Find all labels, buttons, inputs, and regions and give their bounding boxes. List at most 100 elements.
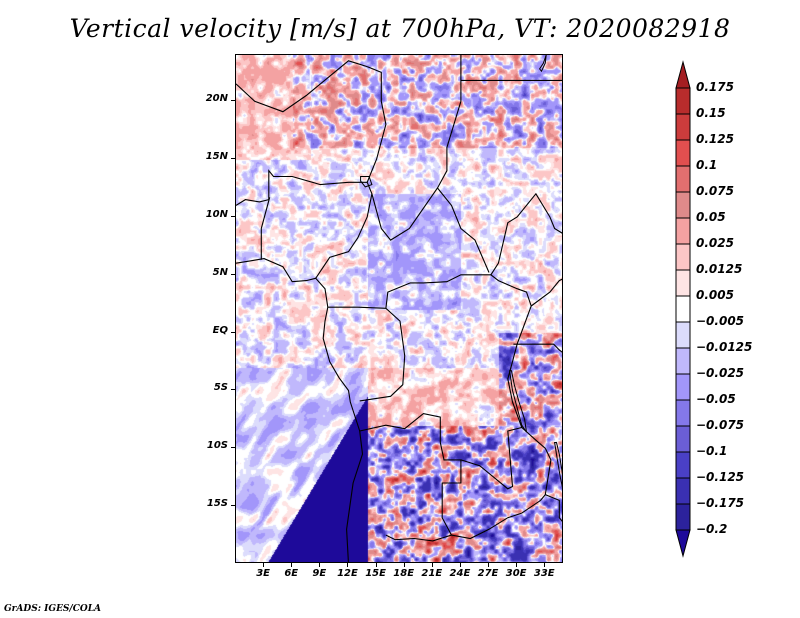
colorbar-tick-label: −0.025 (696, 366, 745, 380)
colorbar-tick-label: 0.125 (696, 132, 734, 146)
credit-label: GrADS: IGES/COLA (4, 604, 102, 614)
border-line (236, 258, 364, 562)
y-tick-label: 10S (206, 440, 228, 452)
colorbar-tick-label: 0.1 (696, 158, 718, 172)
colorbar-box (675, 87, 691, 115)
colorbar-box (675, 399, 691, 427)
colorbar-tick-label: 0.175 (696, 80, 734, 94)
colorbar-tick-label: 0.15 (696, 106, 726, 120)
border-line (521, 448, 552, 514)
colorbar-box (675, 295, 691, 323)
colorbar-box (675, 139, 691, 167)
border-line (359, 307, 406, 402)
border-line (460, 426, 546, 490)
border-line (315, 193, 373, 279)
y-tick-mark (231, 505, 235, 507)
colorbar-extend-min (675, 529, 691, 558)
x-tick-label: 12E (337, 568, 358, 579)
x-tick-mark (516, 563, 518, 567)
colorbar-box (675, 451, 691, 479)
border-line (507, 305, 532, 428)
x-tick-label: 30E (505, 568, 527, 579)
y-tick-label: 20N (205, 93, 228, 105)
border-line (437, 187, 490, 273)
colorbar-box (675, 503, 691, 531)
colorbar-tick-label: 0.005 (696, 288, 734, 302)
colorbar-box (675, 425, 691, 453)
colorbar-tick-label: 0.075 (696, 184, 734, 198)
y-tick-mark (231, 389, 235, 391)
x-tick-mark (319, 563, 321, 567)
colorbar-box (675, 165, 691, 193)
colorbar-tick-label: 0.025 (696, 236, 734, 250)
colorbar-box (675, 477, 691, 505)
colorbar-extend-max (675, 60, 691, 89)
colorbar-tick-label: −0.2 (696, 522, 728, 536)
border-line (236, 60, 368, 113)
colorbar-box (675, 217, 691, 245)
lake-outline (538, 55, 547, 73)
colorbar-tick-label: 0.0125 (696, 262, 743, 276)
lake-outline (360, 176, 373, 188)
border-line (260, 197, 271, 260)
x-tick-mark (544, 563, 546, 567)
colorbar-box (675, 373, 691, 401)
y-tick-mark (231, 331, 235, 333)
x-tick-label: 6E (284, 568, 299, 579)
border-line (513, 343, 562, 353)
border-line (236, 199, 269, 206)
colorbar-box (675, 269, 691, 297)
colorbar-box (675, 321, 691, 349)
border-line (366, 66, 462, 241)
x-tick-mark (403, 563, 405, 567)
x-tick-label: 24E (449, 568, 471, 579)
border-line (385, 512, 522, 542)
y-tick-mark (231, 447, 235, 449)
colorbar-box (675, 347, 691, 375)
border-line (490, 192, 562, 276)
y-tick-mark (231, 215, 235, 217)
colorbar-tick-label: −0.1 (696, 444, 728, 458)
colorbar (675, 60, 691, 558)
colorbar-tick-label: −0.05 (696, 392, 736, 406)
y-tick-label: EQ (212, 324, 228, 336)
vertical-velocity-field (236, 55, 562, 562)
x-tick-label: 18E (393, 568, 415, 579)
colorbar-box (675, 113, 691, 141)
lake-outline (509, 370, 527, 433)
border-line (530, 278, 562, 307)
y-tick-label: 15N (205, 151, 228, 163)
y-tick-label: 15S (206, 498, 228, 510)
colorbar-tick-label: −0.175 (696, 496, 745, 510)
x-tick-label: 15E (365, 568, 386, 579)
y-tick-label: 10N (205, 208, 228, 220)
x-tick-mark (459, 563, 461, 567)
x-tick-mark (488, 563, 490, 567)
colorbar-tick-label: −0.0125 (696, 340, 753, 354)
colorbar-tick-label: −0.005 (696, 314, 745, 328)
y-tick-label: 5S (213, 382, 228, 394)
colorbar-box (675, 191, 691, 219)
colorbar-tick-label: 0.05 (696, 210, 726, 224)
x-tick-label: 3E (256, 568, 270, 579)
y-tick-mark (231, 100, 235, 102)
y-tick-mark (231, 158, 235, 160)
lake-outline (554, 442, 562, 488)
x-tick-label: 21E (421, 568, 443, 579)
x-tick-mark (263, 563, 265, 567)
colorbar-box (675, 243, 691, 271)
chart-title: Vertical velocity [m/s] at 700hPa, VT: 2… (69, 14, 731, 43)
x-tick-label: 33E (533, 568, 555, 579)
x-tick-label: 27E (477, 568, 499, 579)
map-plot-area (235, 54, 563, 563)
x-tick-mark (375, 563, 377, 567)
colorbar-tick-label: −0.075 (696, 418, 745, 432)
border-line (359, 413, 462, 536)
y-tick-mark (231, 273, 235, 275)
x-tick-mark (347, 563, 349, 567)
border-line (268, 169, 368, 200)
x-tick-label: 9E (312, 568, 327, 579)
x-tick-mark (291, 563, 293, 567)
border-line (327, 274, 532, 309)
country-borders (236, 55, 562, 562)
